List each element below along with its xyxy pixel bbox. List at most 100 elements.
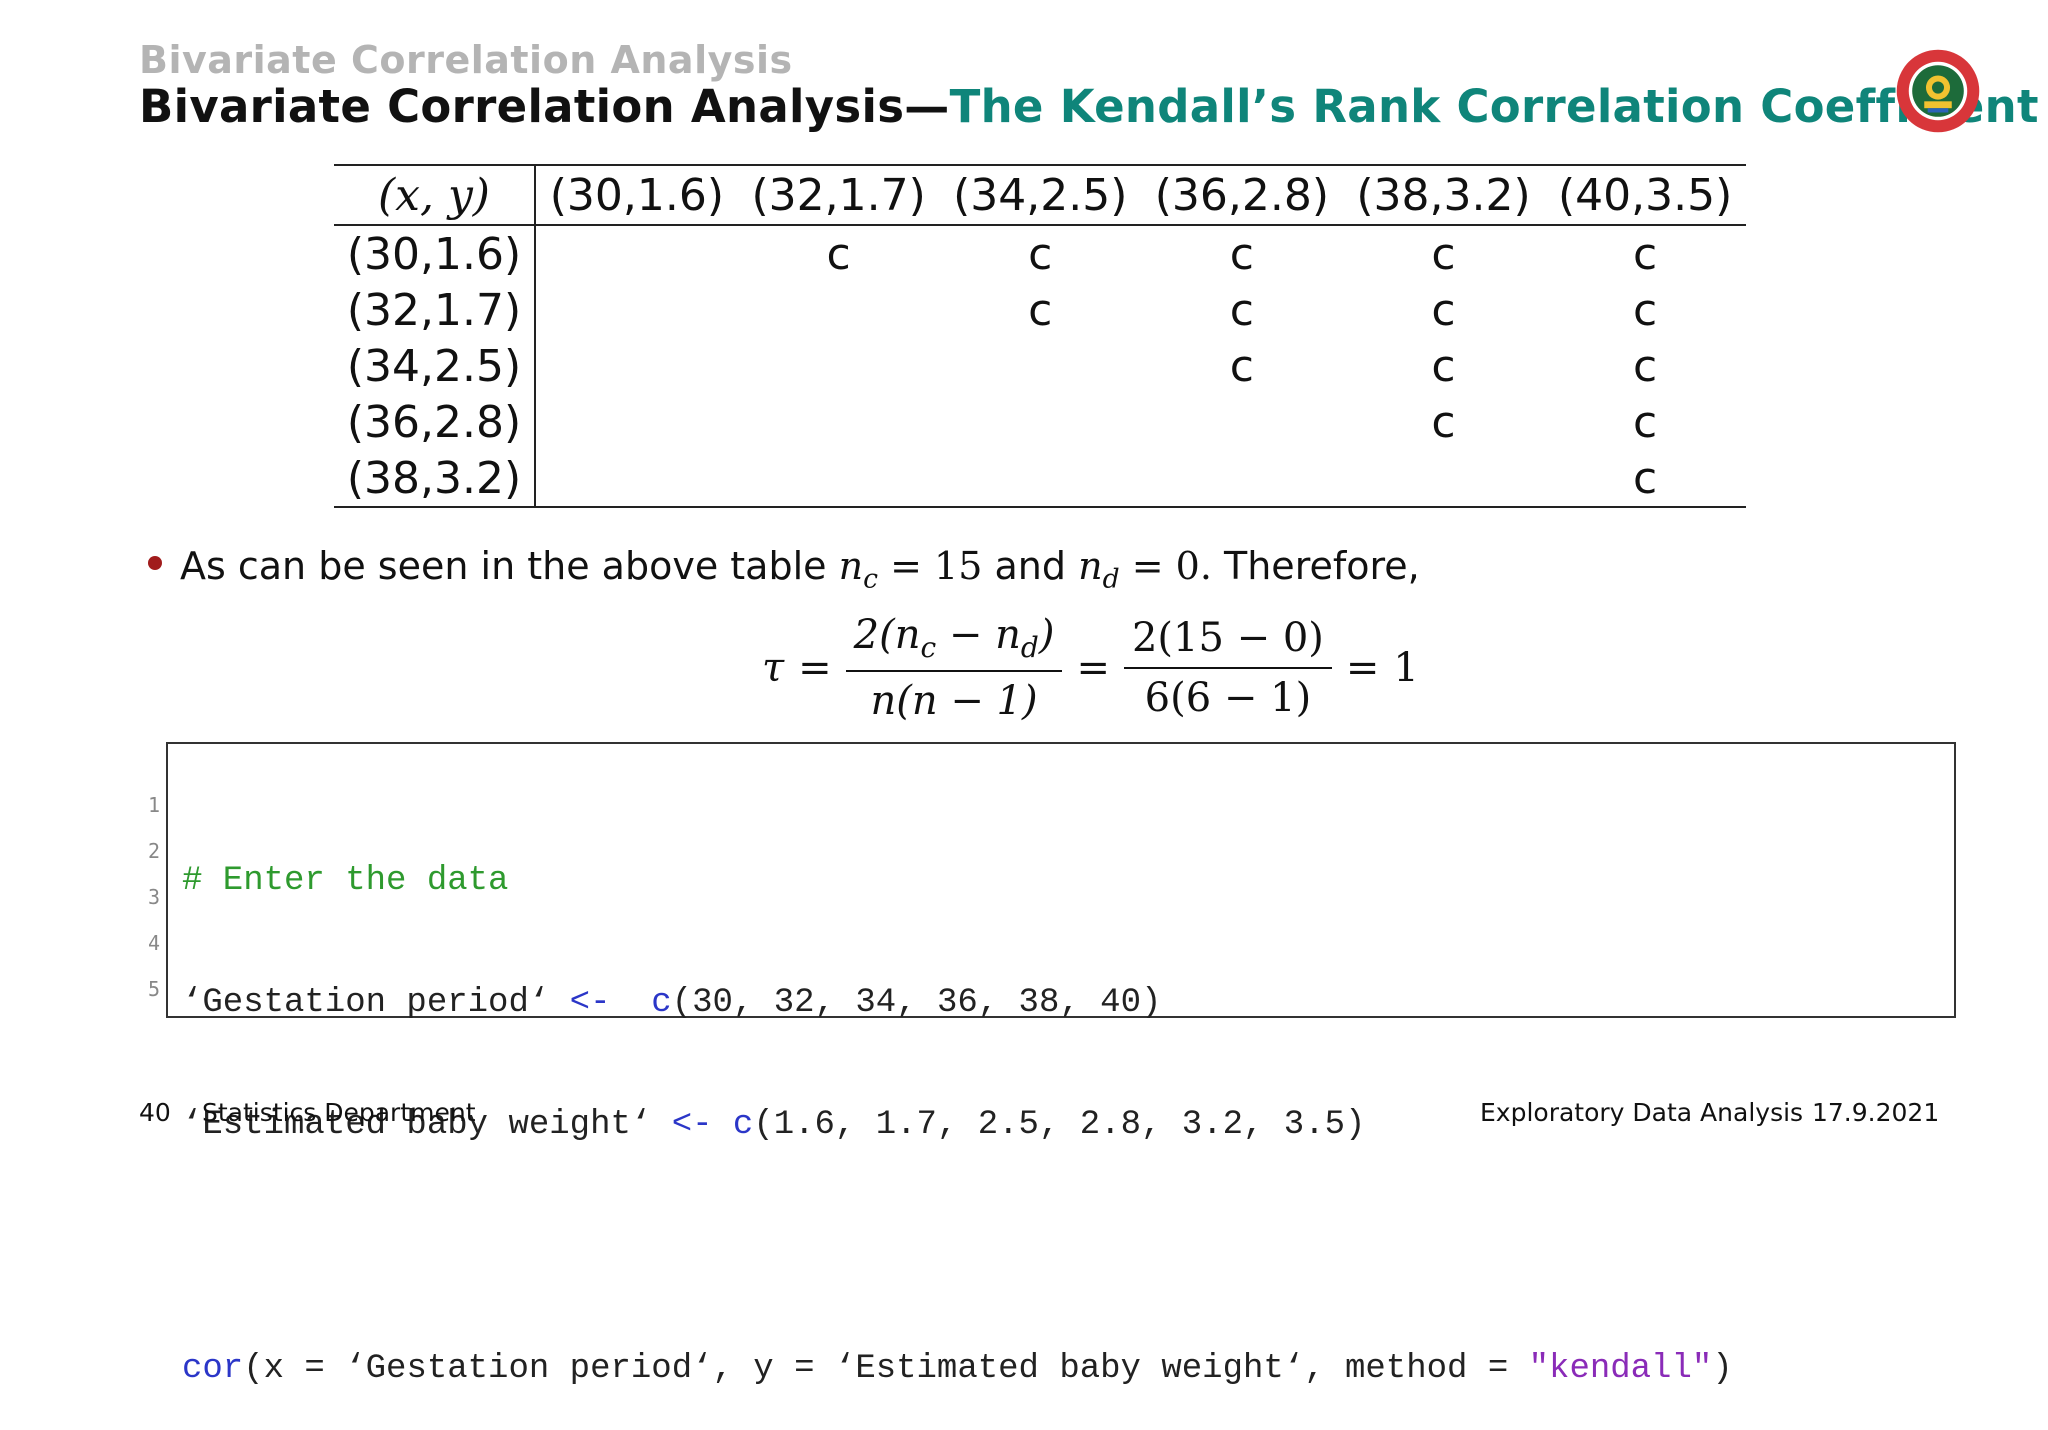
table-cell: c (1229, 228, 1254, 280)
table-cell (1141, 394, 1343, 450)
fraction-denominator: 6(6 − 1) (1144, 675, 1312, 721)
table-cell (535, 394, 738, 450)
code-function: c (651, 984, 672, 1022)
table-cell (939, 450, 1142, 508)
table-cell (737, 450, 940, 508)
table-cell (738, 282, 940, 338)
equals-sign: = (890, 544, 922, 588)
table-row: (36,2.8) c c (334, 394, 1746, 450)
table-cell: c (826, 228, 851, 280)
bullet-text-1: As can be seen in the above table (180, 544, 827, 588)
table-header-row: (x, y) (30,1.6) (32,1.7) (34,2.5) (36,2.… (334, 164, 1746, 226)
fraction-denominator: n(n − 1) (870, 678, 1038, 724)
table-cell (939, 394, 1141, 450)
fraction-numeric: 2(15 − 0) 6(6 − 1) (1123, 615, 1332, 721)
frame-title-main: Bivariate Correlation Analysis (139, 80, 905, 133)
code-line: # Enter the data (182, 858, 1733, 904)
table-cell: c (1633, 340, 1658, 392)
bullet-text-3: Therefore, (1224, 544, 1420, 588)
code-line: ‘Estimated baby weight‘ <- c(1.6, 1.7, 2… (182, 1102, 1733, 1148)
equals-sign: = (1131, 544, 1164, 588)
frame-title-dash: — (904, 80, 950, 133)
equals-sign: = (1076, 645, 1110, 691)
code-operator: <- (671, 1106, 713, 1144)
code-args: (1.6, 1.7, 2.5, 2.8, 3.2, 3.5) (753, 1106, 1366, 1144)
table-cell (535, 225, 738, 282)
table-cell: c (1431, 340, 1456, 392)
nc-symbol: nc (838, 544, 879, 595)
table-cell: c (1431, 396, 1456, 448)
line-number: 5 (147, 977, 160, 1001)
table-cell: c (1028, 228, 1053, 280)
code-args: (30, 32, 34, 36, 38, 40) (671, 984, 1162, 1022)
code-line (182, 1224, 1733, 1270)
table-cell (738, 338, 940, 394)
table-row: (30,1.6) c c c c c (334, 225, 1746, 282)
nc-value: 15 (934, 544, 983, 588)
table-cell (535, 338, 738, 394)
fraction-general: 2(nc − nd) n(n − 1) (845, 612, 1063, 724)
table-cell: c (1229, 284, 1254, 336)
line-number: 3 (147, 885, 160, 909)
code-function: c (732, 1106, 754, 1144)
table-cell (939, 338, 1141, 394)
row-header: (38,3.2) (334, 450, 536, 508)
line-number: 4 (147, 931, 160, 955)
table-cell: c (1633, 284, 1658, 336)
code-comment: # Enter the data (182, 862, 509, 900)
tau-result: 1 (1393, 645, 1419, 691)
table-cell (535, 450, 738, 508)
column-header: (34,2.5) (939, 164, 1142, 226)
table-cell: c (1633, 396, 1658, 448)
table-row: (32,1.7) c c c c (334, 282, 1746, 338)
table-cell (1342, 450, 1545, 508)
line-number: 1 (147, 793, 160, 817)
university-logo (1896, 49, 1980, 133)
row-header: (30,1.6) (334, 225, 536, 282)
kendall-tau-formula: τ = 2(nc − nd) n(n − 1) = 2(15 − 0) 6(6 … (762, 612, 1419, 724)
row-header: (36,2.8) (334, 394, 536, 450)
table-cell: c (1633, 228, 1658, 280)
nd-symbol: nd (1078, 544, 1120, 595)
table-corner-header: (x, y) (334, 164, 536, 226)
frame-title-accent: The Kendall’s Rank Correlation Coefficie… (949, 80, 2039, 133)
footer-page-number: 40 (139, 1098, 171, 1127)
table-cell (1141, 450, 1343, 508)
table-cell: c (1544, 450, 1746, 508)
column-header: (40,3.5) (1544, 164, 1746, 226)
section-title: Bivariate Correlation Analysis (139, 38, 793, 82)
table-cell: c (1229, 340, 1254, 392)
row-header: (32,1.7) (334, 282, 536, 338)
concordance-table: (x, y) (30,1.6) (32,1.7) (34,2.5) (36,2.… (334, 164, 1746, 508)
code-args: (x = ‘Gestation period‘, y = ‘Estimated … (243, 1350, 1529, 1388)
bullet-text-2: and (994, 544, 1067, 588)
column-header: (32,1.7) (737, 164, 940, 226)
code-args-end: ) (1712, 1350, 1733, 1388)
fraction-numerator: 2(nc − nd) (845, 612, 1063, 672)
code-line: cor(x = ‘Gestation period‘, y = ‘Estimat… (182, 1346, 1733, 1392)
line-number: 2 (147, 839, 160, 863)
table-cell (535, 282, 738, 338)
equals-sign: = (1345, 645, 1380, 691)
nd-value: 0 (1175, 544, 1200, 588)
code-listing-frame (166, 742, 1956, 1018)
footer-date: 17.9.2021 (1812, 1098, 1940, 1127)
footer-course: Exploratory Data Analysis (1480, 1098, 1804, 1127)
footer-department: Statistics Department (202, 1098, 476, 1127)
column-header: (30,1.6) (535, 164, 738, 226)
bullet-item: As can be seen in the above table nc = 1… (148, 544, 1420, 595)
frame-title: Bivariate Correlation Analysis—The Kenda… (139, 80, 2039, 133)
period: . (1199, 544, 1212, 588)
table-cell: c (1028, 284, 1053, 336)
code-variable: ‘Estimated baby weight‘ (182, 1106, 672, 1144)
code-variable: ‘Gestation period‘ (182, 984, 570, 1022)
equals-sign: = (798, 645, 832, 691)
code-operator: <- (569, 984, 611, 1022)
code-function: cor (182, 1350, 244, 1388)
table-cell: c (1431, 228, 1456, 280)
code-string: "kendall" (1528, 1350, 1713, 1388)
code-line-numbers: 1 2 3 4 5 (140, 782, 160, 1012)
table-row: (38,3.2) c (334, 450, 1746, 508)
column-header: (36,2.8) (1141, 164, 1343, 226)
bullet-icon (148, 555, 162, 570)
